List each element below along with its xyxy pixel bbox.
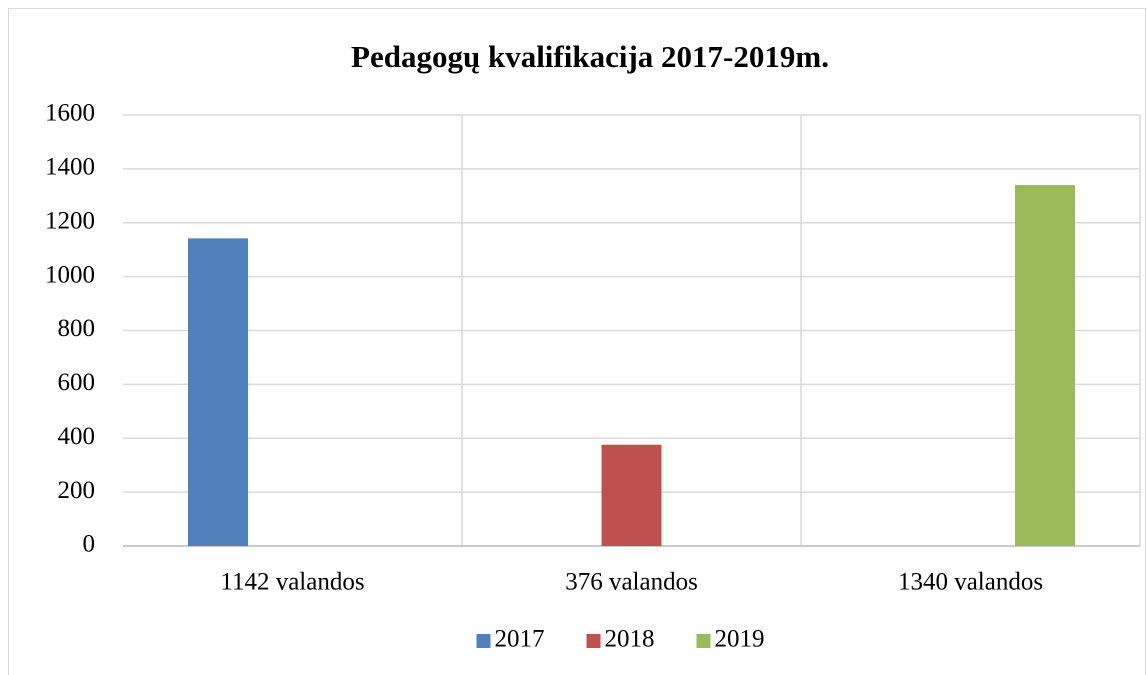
- y-tick-label: 1400: [45, 154, 95, 181]
- legend-swatch: [696, 634, 711, 648]
- legend-swatch: [476, 634, 491, 648]
- chart-title: Pedagogų kvalifikacija 2017-2019m.: [351, 39, 829, 74]
- y-tick-label: 600: [58, 369, 96, 396]
- y-tick-label: 400: [58, 423, 96, 450]
- legend-label: 2017: [495, 626, 545, 653]
- y-tick-label: 200: [58, 477, 96, 504]
- y-tick-label: 0: [83, 531, 96, 558]
- y-tick-label: 1600: [45, 100, 95, 127]
- y-tick-label: 1200: [45, 207, 95, 234]
- y-tick-label: 800: [58, 315, 96, 342]
- legend-label: 2019: [715, 626, 765, 653]
- legend-label: 2018: [605, 626, 655, 653]
- legend-swatch: [586, 634, 601, 648]
- bar: [1015, 185, 1075, 546]
- y-tick-label: 1000: [45, 261, 95, 288]
- bar: [601, 444, 662, 546]
- x-tick-label: 1340 valandos: [898, 569, 1043, 596]
- x-tick-label: 376 valandos: [565, 569, 698, 596]
- x-tick-label: 1142 valandos: [220, 569, 364, 596]
- bar: [188, 238, 248, 546]
